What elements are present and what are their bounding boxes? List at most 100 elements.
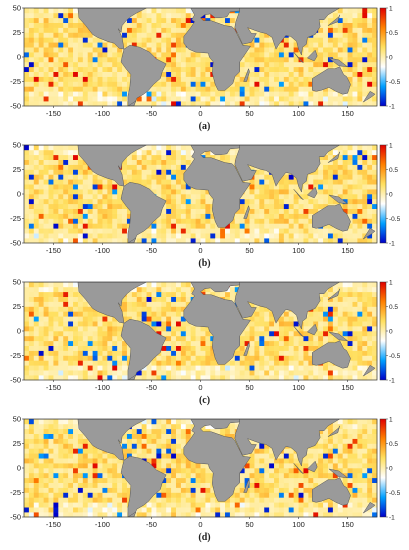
grid-cell [58, 96, 64, 102]
grid-cell [82, 189, 89, 195]
grid-cell [146, 370, 152, 376]
grid-cell [357, 149, 363, 156]
grid-cell [342, 194, 348, 200]
grid-cell [278, 57, 285, 63]
grid-cell [274, 345, 280, 351]
grid-cell [126, 433, 133, 439]
grid-cell [73, 154, 79, 160]
grid-cell [293, 213, 299, 219]
grid-cell [58, 71, 64, 77]
grid-cell [249, 350, 255, 356]
grid-cell [122, 218, 128, 224]
grid-cell [156, 8, 162, 14]
grid-cell [283, 340, 290, 346]
grid-cell [63, 340, 69, 346]
grid-cell [278, 81, 285, 87]
grid-cell [205, 61, 211, 68]
grid-cell [77, 360, 84, 366]
grid-cell [92, 52, 98, 58]
grid-cell [180, 86, 187, 92]
grid-cell [318, 17, 324, 23]
grid-cell [372, 22, 378, 28]
grid-cell [352, 223, 358, 229]
grid-cell [293, 66, 299, 72]
grid-cell [146, 17, 152, 23]
grid-cell [58, 321, 64, 327]
grid-cell [372, 238, 378, 244]
grid-cell [151, 321, 157, 327]
grid-cell [367, 12, 373, 19]
grid-cell [126, 208, 133, 214]
grid-cell [38, 184, 44, 190]
grid-cell [126, 76, 133, 82]
grid-cell [347, 96, 353, 102]
grid-cell [274, 233, 280, 239]
grid-cell [357, 101, 363, 107]
grid-cell [205, 66, 211, 72]
grid-cell [166, 17, 172, 23]
grid-cell [171, 291, 177, 297]
grid-cell [48, 355, 54, 361]
grid-cell [352, 32, 358, 38]
grid-cell [24, 453, 30, 459]
grid-cell [283, 365, 290, 371]
continent [327, 288, 340, 300]
grid-cell [92, 76, 98, 82]
grid-cell [122, 316, 128, 322]
grid-cell [48, 345, 54, 351]
grid-cell [180, 52, 187, 58]
grid-cell [205, 375, 211, 381]
grid-cell [180, 282, 187, 288]
grid-cell [249, 326, 255, 332]
grid-cell [136, 17, 142, 23]
grid-cell [298, 76, 304, 82]
grid-cell [244, 96, 250, 102]
grid-cell [278, 208, 285, 214]
grid-cell [117, 47, 123, 53]
grid-cell [171, 169, 177, 175]
grid-cell [97, 331, 103, 337]
panel-label: (b) [198, 258, 211, 269]
grid-cell [48, 507, 54, 513]
grid-cell [347, 208, 353, 214]
grid-cell [77, 76, 84, 82]
grid-cell [131, 453, 138, 459]
grid-cell [362, 238, 368, 244]
continent [328, 57, 349, 68]
grid-cell [175, 169, 182, 175]
grid-cell [171, 47, 177, 53]
grid-cell [175, 184, 182, 190]
grid-cell [367, 316, 373, 322]
grid-cell [195, 223, 201, 229]
grid-cell [58, 370, 64, 376]
grid-cell [337, 8, 343, 14]
grid-cell [97, 345, 103, 351]
grid-cell [58, 345, 64, 351]
grid-cell [136, 179, 142, 185]
grid-cell [28, 463, 35, 469]
grid-cell [175, 213, 182, 219]
grid-cell [48, 42, 54, 48]
grid-cell [367, 179, 373, 185]
grid-cell [166, 233, 172, 239]
continent [293, 51, 304, 64]
grid-cell [175, 12, 182, 19]
grid-cell [362, 179, 368, 185]
grid-cell [126, 32, 133, 38]
grid-cell [107, 57, 113, 63]
grid-cell [73, 66, 79, 72]
grid-cell [175, 66, 182, 72]
grid-cell [156, 189, 162, 195]
grid-cell [58, 282, 64, 288]
grid-cell [269, 331, 275, 337]
grid-cell [327, 57, 334, 63]
grid-cell [318, 375, 324, 381]
grid-cell [180, 184, 187, 190]
grid-cell [92, 194, 98, 200]
grid-cell [259, 223, 265, 229]
grid-cell [175, 282, 182, 288]
grid-cell [73, 169, 79, 175]
grid-cell [205, 154, 211, 160]
grid-cell [313, 375, 319, 381]
grid-cell [180, 27, 187, 33]
